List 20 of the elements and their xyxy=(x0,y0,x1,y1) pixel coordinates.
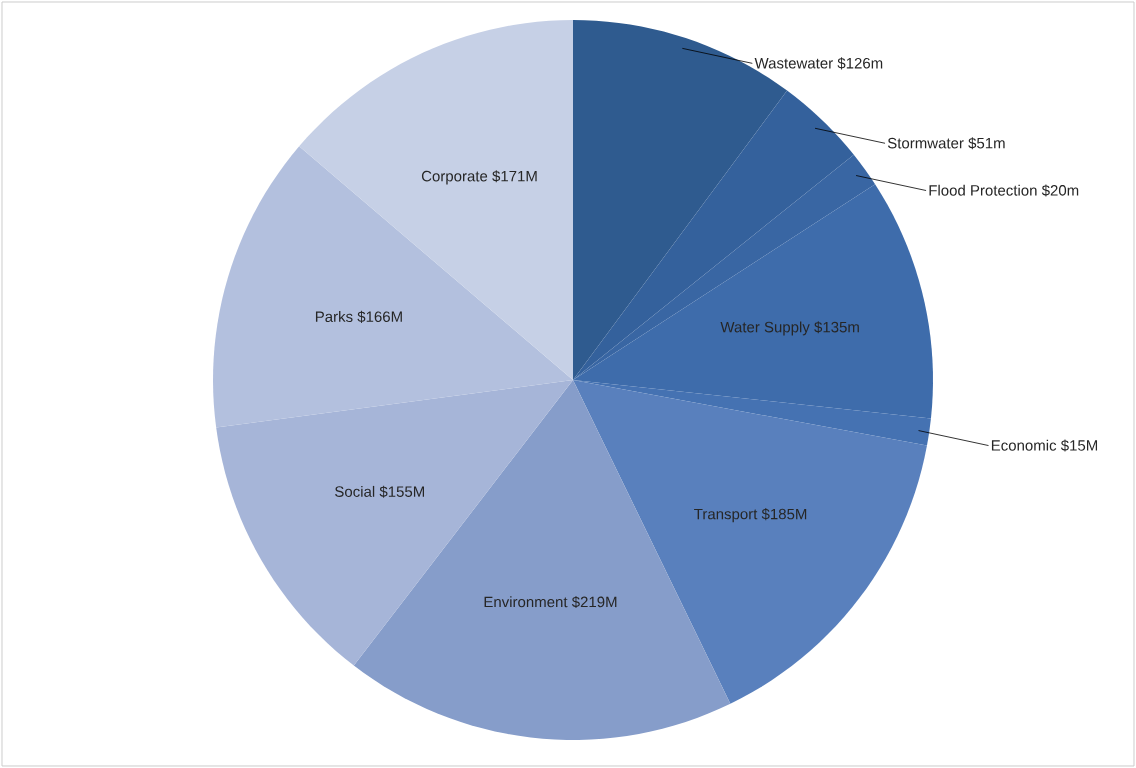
data-label: $166M xyxy=(357,310,402,323)
data-label: $51m xyxy=(968,137,1005,150)
slice-label: Wastewater xyxy=(754,58,833,69)
slice-label: Stormwater xyxy=(887,137,964,149)
data-label: $171M xyxy=(492,170,537,183)
data-label: $126m xyxy=(837,57,883,70)
slice-label: Social xyxy=(335,485,375,497)
data-label: $185M xyxy=(761,508,807,521)
data-label: $219M xyxy=(571,595,617,609)
data-label: $15M xyxy=(1060,439,1098,452)
slice-label: Economic xyxy=(991,439,1057,451)
data-label: $135m xyxy=(814,321,859,334)
data-label: $20m xyxy=(1041,184,1079,197)
slice-label: Corporate xyxy=(421,170,488,185)
slice-label: Transport xyxy=(694,508,758,523)
slice-label: Environment xyxy=(484,596,568,608)
data-label: $155M xyxy=(379,485,425,498)
slice-label: Flood Protection xyxy=(929,184,1037,196)
slice-label: Water Supply xyxy=(720,321,810,336)
slice-label: Parks xyxy=(315,311,353,323)
